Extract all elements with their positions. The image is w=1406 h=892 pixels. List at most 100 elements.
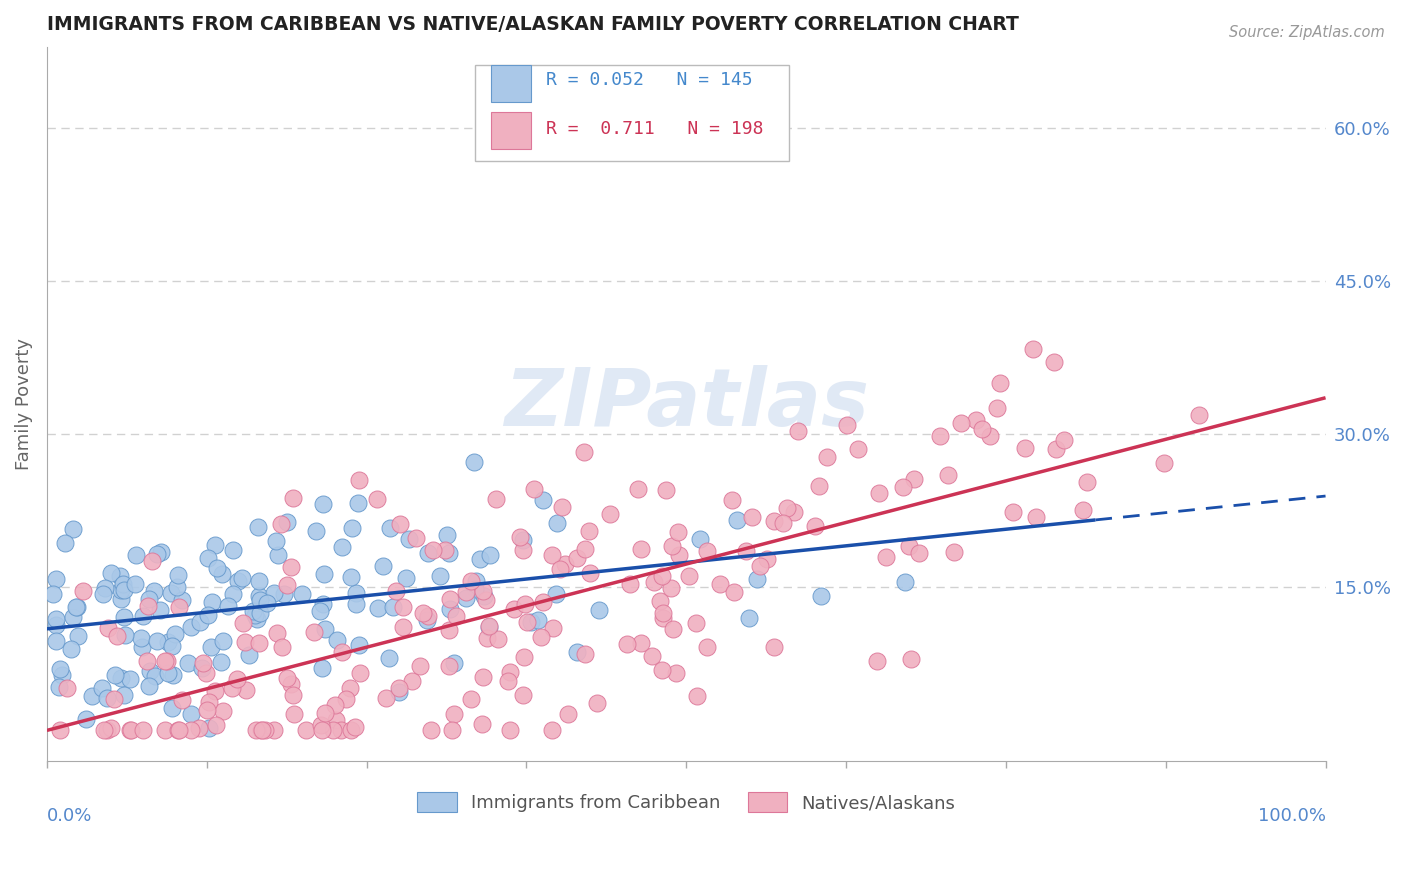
Point	[898, 539, 921, 553]
Point	[1014, 441, 1036, 455]
Point	[330, 644, 353, 658]
Point	[180, 707, 202, 722]
Point	[496, 674, 519, 689]
Point	[903, 472, 925, 486]
Point	[280, 559, 302, 574]
Point	[263, 723, 285, 738]
Point	[668, 548, 690, 562]
Point	[1076, 475, 1098, 490]
Point	[405, 531, 427, 545]
Point	[104, 668, 127, 682]
Point	[245, 608, 267, 623]
Point	[815, 450, 838, 464]
Point	[242, 604, 264, 618]
Point	[176, 657, 198, 671]
Point	[96, 691, 118, 706]
Point	[1025, 509, 1047, 524]
Point	[741, 510, 763, 524]
Point	[305, 524, 328, 539]
Point	[157, 635, 180, 649]
Point	[141, 554, 163, 568]
Point	[314, 622, 336, 636]
Point	[344, 586, 367, 600]
Point	[548, 562, 571, 576]
Point	[170, 693, 193, 707]
Point	[266, 626, 288, 640]
Point	[124, 577, 146, 591]
Point	[786, 424, 808, 438]
Point	[416, 613, 439, 627]
Point	[349, 666, 371, 681]
Point	[509, 530, 531, 544]
Point	[661, 539, 683, 553]
Point	[209, 655, 232, 669]
Point	[666, 525, 689, 540]
Point	[422, 543, 444, 558]
Point	[936, 468, 959, 483]
Point	[191, 660, 214, 674]
Point	[180, 620, 202, 634]
Point	[409, 659, 432, 673]
Point	[471, 584, 494, 599]
Point	[574, 647, 596, 661]
Point	[309, 604, 332, 618]
Point	[347, 639, 370, 653]
Point	[651, 663, 673, 677]
Point	[339, 681, 361, 695]
Point	[238, 648, 260, 663]
Point	[630, 635, 652, 649]
Point	[388, 681, 411, 695]
Point	[373, 559, 395, 574]
Point	[110, 672, 132, 686]
Point	[146, 547, 169, 561]
Point	[138, 592, 160, 607]
Point	[900, 652, 922, 666]
Point	[136, 654, 159, 668]
Point	[475, 631, 498, 645]
Point	[340, 570, 363, 584]
Point	[247, 574, 270, 588]
Point	[725, 512, 748, 526]
Point	[247, 636, 270, 650]
Point	[374, 690, 396, 705]
Point	[48, 680, 70, 694]
Point	[256, 596, 278, 610]
Point	[499, 723, 522, 738]
Point	[180, 723, 202, 738]
Point	[198, 695, 221, 709]
Point	[440, 723, 463, 738]
Point	[651, 611, 673, 625]
Point	[205, 718, 228, 732]
Point	[254, 723, 277, 738]
Point	[540, 723, 562, 737]
Point	[1188, 409, 1211, 423]
Point	[439, 591, 461, 606]
Point	[464, 582, 486, 596]
Point	[45, 634, 67, 648]
Point	[112, 688, 135, 702]
Point	[401, 673, 423, 688]
Point	[470, 551, 492, 566]
Point	[112, 583, 135, 598]
Point	[172, 593, 194, 607]
Point	[263, 586, 285, 600]
Point	[249, 606, 271, 620]
Point	[434, 543, 457, 558]
Point	[82, 689, 104, 703]
Point	[314, 706, 336, 720]
Point	[131, 632, 153, 646]
Point	[437, 659, 460, 673]
Point	[231, 571, 253, 585]
Point	[312, 497, 335, 511]
Point	[283, 688, 305, 702]
Point	[232, 615, 254, 630]
Point	[252, 723, 274, 738]
Point	[749, 558, 772, 573]
Point	[91, 586, 114, 600]
Point	[443, 706, 465, 721]
Point	[132, 723, 155, 738]
Point	[94, 582, 117, 596]
Point	[103, 692, 125, 706]
Point	[478, 618, 501, 632]
Point	[276, 578, 298, 592]
